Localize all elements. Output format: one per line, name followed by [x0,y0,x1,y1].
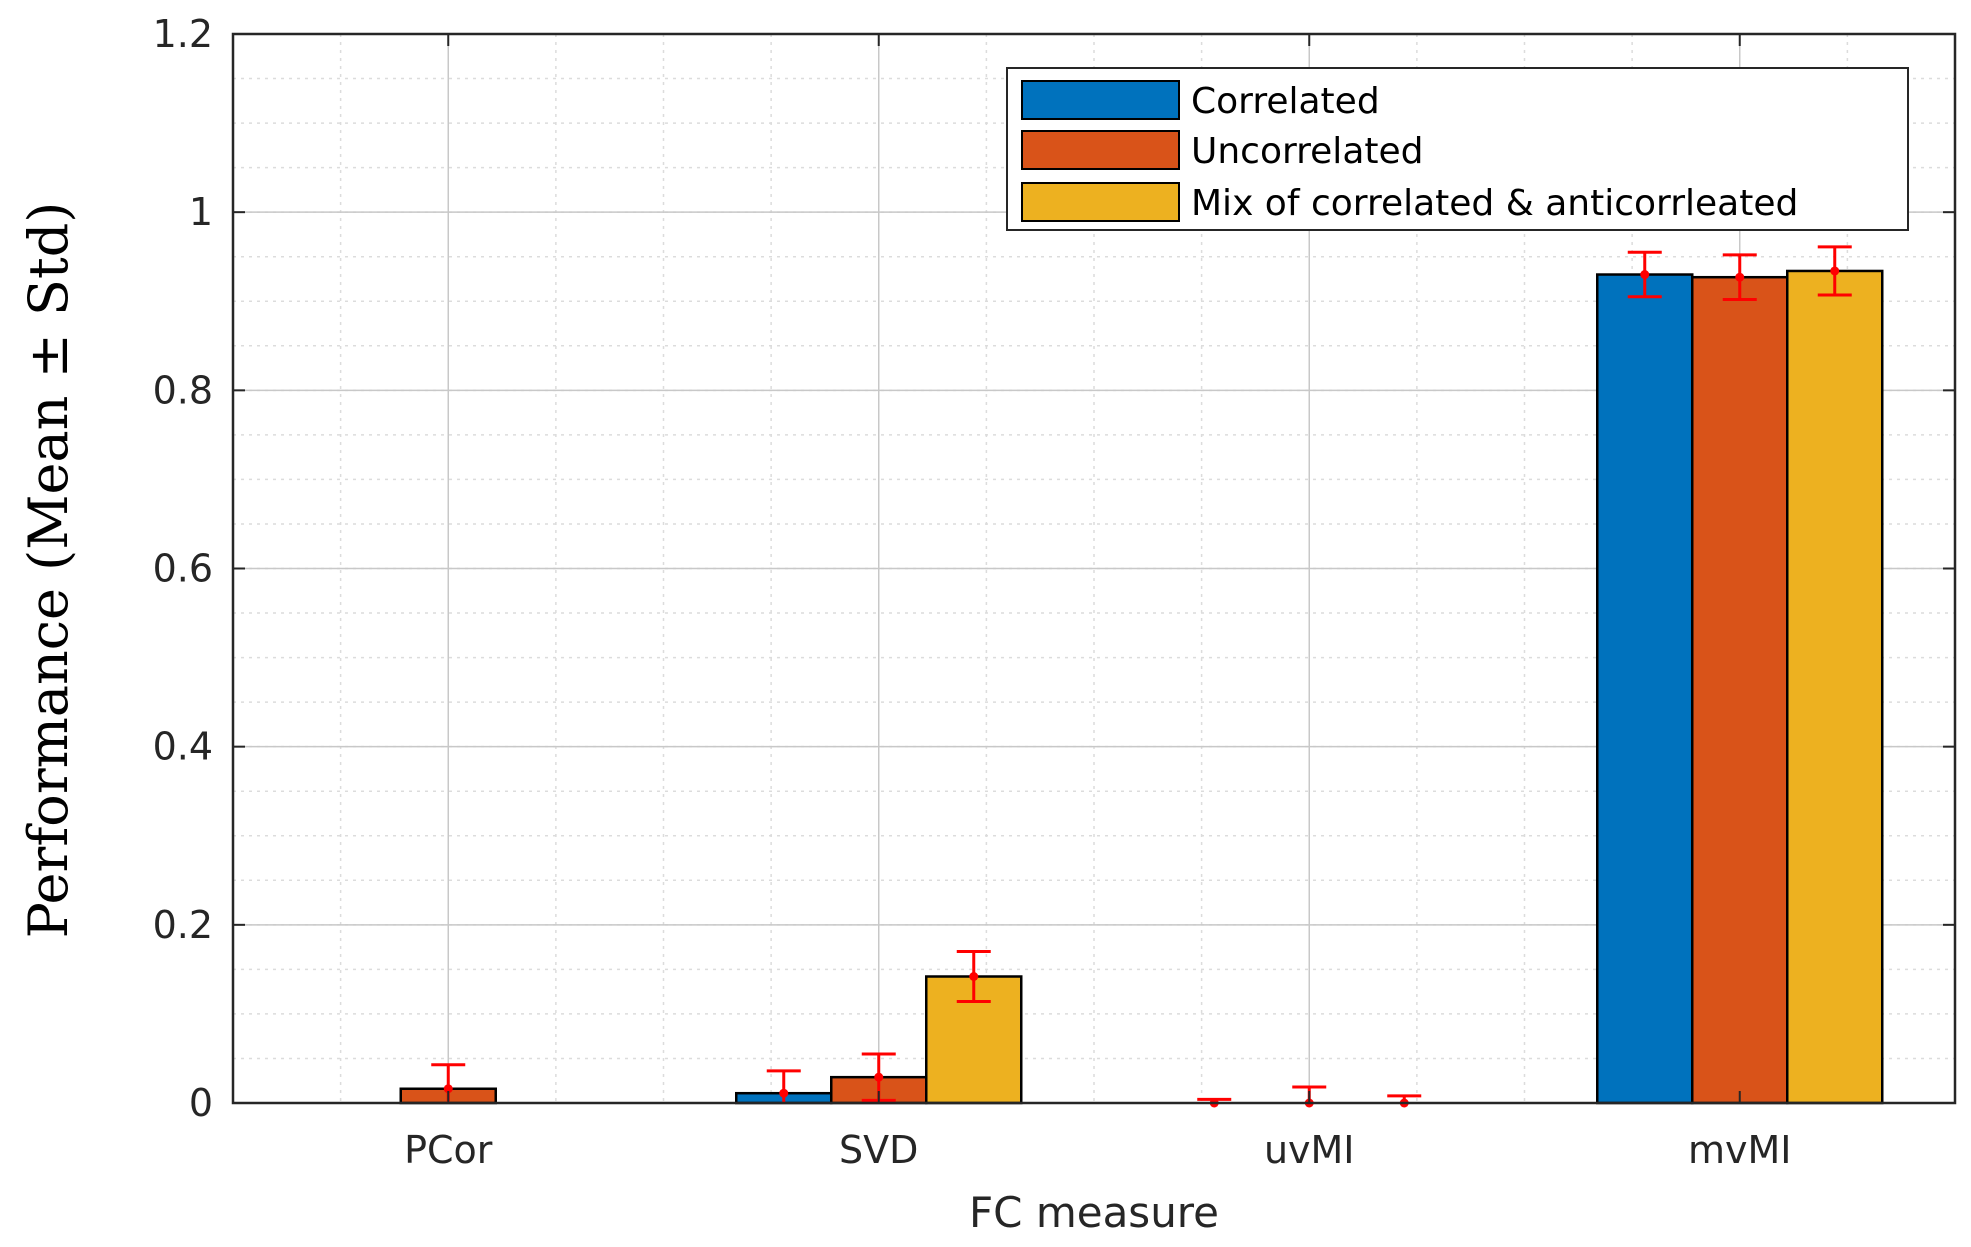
y-tick-label: 0.6 [153,547,213,591]
y-tick-label: 0.8 [153,368,213,412]
bar-uncorrelated-mvmi [1691,275,1789,1105]
legend-swatch-mix [1021,182,1180,222]
x-tick-label-svd: SVD [839,1128,918,1172]
x-tick-label-uvmi: uvMI [1264,1128,1355,1172]
y-tick-label: 0 [189,1081,213,1125]
x-axis-label: FC measure [969,1188,1219,1237]
bar-mix-of-correlated-anticorrleated-mvmi [1786,269,1884,1105]
legend: Correlated Uncorrelated Mix of correlate… [1006,67,1909,231]
errorbar-mean-marker [443,1084,453,1094]
errorbar-mean-marker [969,972,979,982]
x-tick-label-pcor: PCor [404,1128,493,1172]
bar-correlated-mvmi [1596,273,1694,1105]
y-tick-label: 0.4 [153,725,213,769]
legend-label-mix: Mix of correlated & anticorrleated [1191,183,1798,224]
errorbar-mean-marker [1830,266,1840,276]
legend-swatch-uncorrelated [1021,130,1180,170]
bars [399,269,1884,1105]
errorbar-mean-marker [874,1072,884,1082]
x-axis-ticks: PCor SVD uvMI mvMI [404,34,1792,1172]
x-tick-label-mvmi: mvMI [1688,1128,1792,1172]
y-axis-ticks: 0 0.2 0.4 0.6 0.8 1 1.2 [153,12,1955,1125]
y-axis-label: Performance (Mean ± Std) [17,202,80,939]
legend-label-correlated: Correlated [1191,81,1380,122]
y-tick-label: 1 [189,190,213,234]
errorbar-mean-marker [1640,270,1650,280]
errorbar-mean-marker [779,1088,789,1098]
error-bars [431,245,1852,1108]
legend-label-uncorrelated: Uncorrelated [1191,131,1424,172]
errorbar-mean-marker [1735,272,1745,282]
y-tick-label: 0.2 [153,903,213,947]
legend-swatch-correlated [1021,80,1180,120]
y-tick-label: 1.2 [153,12,213,56]
